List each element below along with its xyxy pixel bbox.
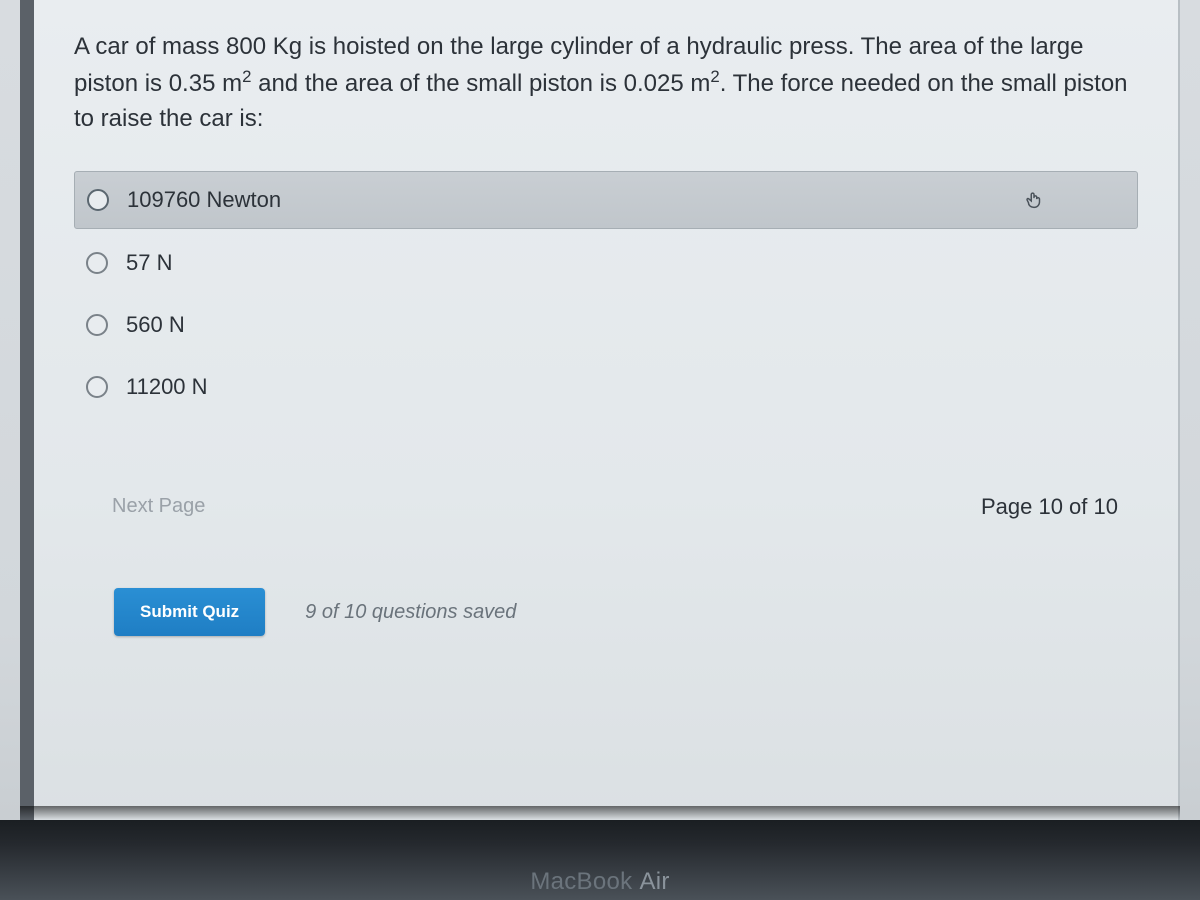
saved-status-text: 9 of 10 questions saved (305, 601, 516, 624)
option-label: 109760 Newton (127, 187, 1023, 213)
laptop-bezel: MacBook Air (0, 820, 1200, 900)
screen-shadow (20, 806, 1180, 820)
option-3[interactable]: 11200 N (74, 359, 1138, 415)
radio-icon[interactable] (86, 314, 108, 336)
option-label: 560 N (126, 312, 1126, 338)
model-text: Air (639, 868, 669, 895)
nav-row: Next Page Page 10 of 10 (74, 485, 1138, 528)
submit-row: Submit Quiz 9 of 10 questions saved (74, 588, 1138, 636)
radio-icon[interactable] (86, 252, 108, 274)
quiz-screen: A car of mass 800 Kg is hoisted on the l… (20, 0, 1180, 820)
option-1[interactable]: 57 N (74, 235, 1138, 291)
radio-icon[interactable] (86, 376, 108, 398)
laptop-brand-label: MacBook Air (530, 868, 669, 896)
option-2[interactable]: 560 N (74, 297, 1138, 353)
options-group: 109760 Newton 57 N 560 N 11200 N (74, 171, 1138, 415)
submit-quiz-button[interactable]: Submit Quiz (114, 588, 265, 636)
radio-icon[interactable] (87, 189, 109, 211)
pointer-cursor-icon (1023, 189, 1045, 211)
brand-text: MacBook (530, 868, 632, 895)
option-label: 11200 N (126, 374, 1126, 400)
next-page-button[interactable]: Next Page (94, 485, 223, 528)
page-indicator: Page 10 of 10 (981, 494, 1118, 520)
question-text: A car of mass 800 Kg is hoisted on the l… (74, 30, 1138, 136)
option-0[interactable]: 109760 Newton (74, 171, 1138, 229)
option-label: 57 N (126, 250, 1126, 276)
